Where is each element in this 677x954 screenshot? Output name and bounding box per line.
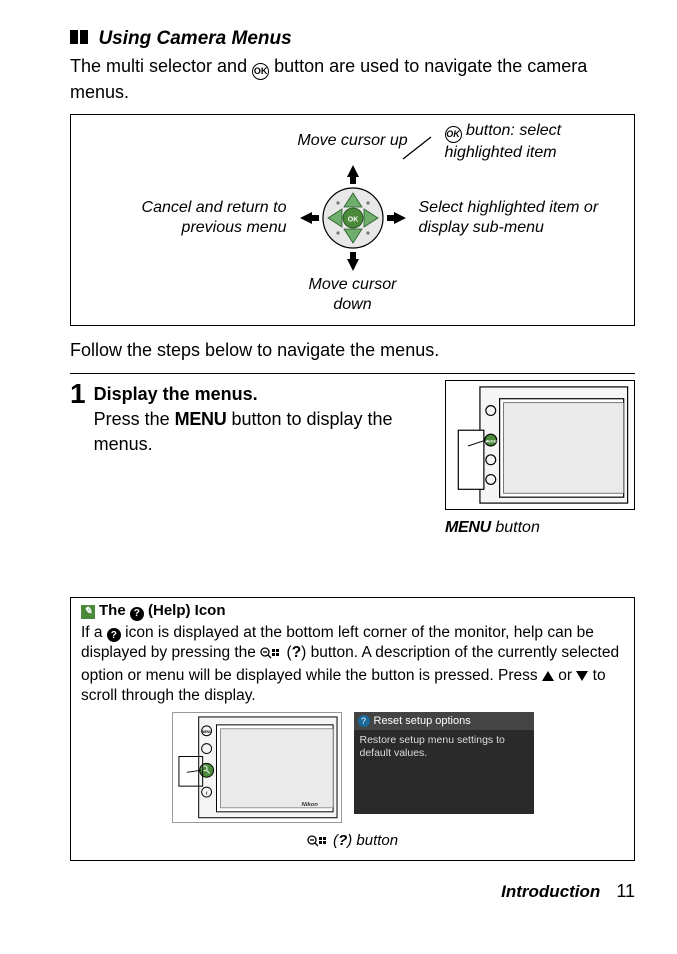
svg-text:MENU: MENU — [485, 439, 497, 444]
help-screen-body: Restore setup menu settings to default v… — [354, 730, 534, 764]
section-title: Using Camera Menus — [98, 28, 291, 49]
step-title: Display the menus. — [94, 384, 437, 405]
follow-text: Follow the steps below to navigate the m… — [70, 340, 635, 361]
help-button-caption: (?) button — [81, 832, 624, 852]
svg-text:MENU: MENU — [201, 730, 211, 734]
intro-paragraph: The multi selector and OK button are use… — [70, 54, 635, 104]
selector-diagram-box: Move cursor up OK button: select highlig… — [70, 114, 635, 326]
hb-q: ? — [292, 644, 301, 661]
help-title-after: (Help) Icon — [144, 602, 226, 619]
note-icon: ✎ — [81, 605, 95, 619]
svg-text:Nikon: Nikon — [301, 802, 318, 808]
menu-button-caption: MENU button — [445, 519, 635, 537]
diagram-label-left: Cancel and return to previous menu — [81, 198, 287, 238]
footer-page-number: 11 — [616, 881, 635, 902]
diagram-label-ok: OK button: select highlighted item — [419, 121, 625, 163]
hb-or: or — [554, 667, 576, 684]
intro-text-before: The multi selector and — [70, 56, 252, 76]
step-1: 1 Display the menus. Press the MENU butt… — [70, 380, 635, 537]
page-footer: Introduction 11 — [70, 881, 635, 902]
camera-illustration: MENU — [445, 380, 635, 510]
help-info-box: ✎ The ? (Help) Icon If a ? icon is displ… — [70, 597, 635, 861]
help-camera-illustration: Nikon MENU i — [172, 712, 342, 823]
section-bars-icon — [70, 30, 90, 49]
help-screen-title: Reset setup options — [374, 715, 471, 727]
down-triangle-icon — [576, 671, 588, 681]
leader-line-icon — [401, 133, 445, 161]
diagram-label-down: Move cursor down — [293, 273, 413, 315]
menu-caption-word: MENU — [445, 519, 491, 536]
step-number: 1 — [70, 380, 86, 408]
hc-open: ( — [329, 832, 338, 849]
diagram-ok-text: button: select highlighted item — [445, 122, 562, 161]
help-title: The ? (Help) Icon — [99, 602, 226, 621]
zoom-out-icon — [307, 834, 329, 852]
help-title-before: The — [99, 602, 130, 619]
help-question-icon: ? — [107, 628, 121, 642]
help-body: If a ? icon is displayed at the bottom l… — [81, 623, 624, 707]
help-screen-q-icon: ? — [358, 715, 370, 727]
multi-selector-graphic: OK — [293, 163, 413, 273]
hc-close: ) button — [347, 832, 398, 849]
hc-q: ? — [338, 832, 347, 849]
zoom-out-icon — [260, 646, 282, 666]
menu-word: MENU — [175, 409, 227, 429]
diagram-label-up: Move cursor up — [293, 131, 413, 153]
svg-text:OK: OK — [347, 217, 358, 224]
help-question-icon: ? — [130, 607, 144, 621]
step-body-text: Press the MENU button to display the men… — [94, 407, 437, 456]
ok-icon: OK — [252, 63, 269, 80]
step-body-before: Press the — [94, 409, 175, 429]
help-screen-preview: ? Reset setup options Restore setup menu… — [354, 712, 534, 814]
menu-caption-after: button — [491, 519, 540, 536]
hb-a: If a — [81, 624, 107, 641]
diagram-label-right: Select highlighted item or display sub-m… — [419, 198, 625, 238]
hb-b2: ( — [282, 644, 291, 661]
footer-section: Introduction — [501, 882, 600, 902]
section-heading: Using Camera Menus — [70, 28, 635, 50]
divider — [70, 373, 635, 374]
up-triangle-icon — [542, 671, 554, 681]
ok-icon: OK — [445, 126, 462, 143]
help-screen-title-bar: ? Reset setup options — [354, 712, 534, 730]
